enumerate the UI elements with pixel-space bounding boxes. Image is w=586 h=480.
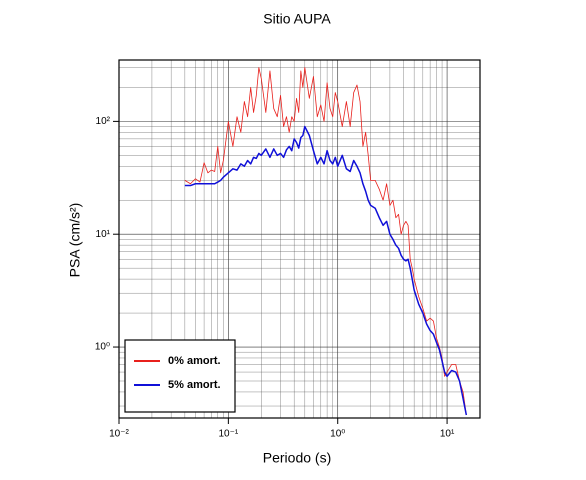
- x-axis-label: Periodo (s): [263, 450, 331, 466]
- series-line: [184, 67, 467, 416]
- legend-label: 5% amort.: [168, 379, 221, 391]
- x-tick-label: 10⁻¹: [218, 429, 238, 440]
- x-tick-label: 10⁰: [330, 429, 345, 440]
- legend-box: [124, 339, 236, 413]
- y-tick-label: 10²: [96, 116, 111, 127]
- chart-title: Sitio AUPA: [263, 11, 331, 27]
- y-tick-label: 10¹: [96, 229, 111, 240]
- legend: 0% amort. 5% amort.: [124, 339, 236, 413]
- series-line: [184, 125, 468, 416]
- y-axis-label: PSA (cm/s²): [67, 203, 83, 278]
- axes: 10⁻² 10⁻¹ 10⁰ 10¹ 10⁰ 10¹ 10²: [95, 116, 455, 440]
- x-tick-label: 10¹: [440, 429, 455, 440]
- y-tick-label: 10⁰: [95, 342, 110, 353]
- legend-label: 0% amort.: [168, 355, 221, 367]
- plot-frame: [118, 59, 481, 419]
- plot-lines: [184, 67, 468, 416]
- x-tick-label: 10⁻²: [109, 429, 129, 440]
